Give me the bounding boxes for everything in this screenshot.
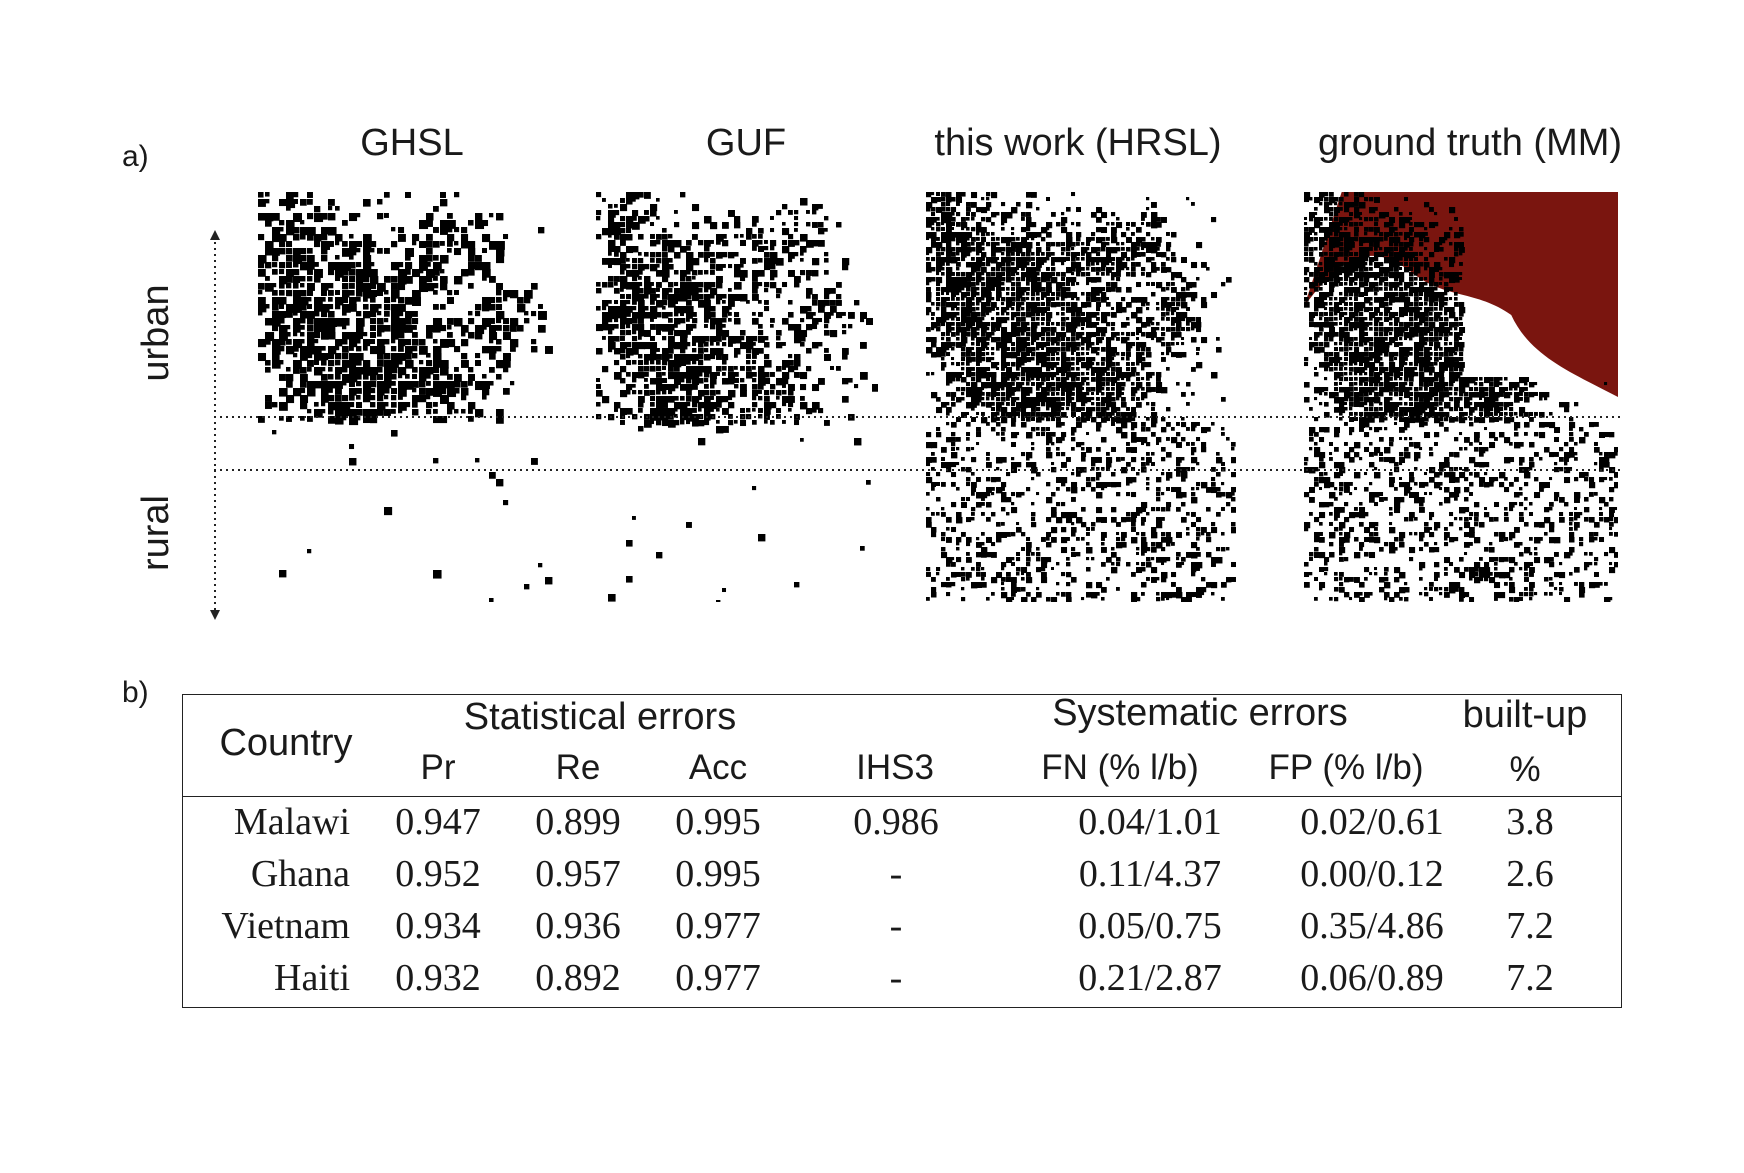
table-header-rule (182, 796, 1622, 797)
cell-ihs3: - (889, 957, 903, 999)
ground-truth-map (1304, 192, 1618, 602)
cell-fn: 0.05/0.75 (1078, 905, 1222, 947)
header-builtup: built-up (1462, 694, 1588, 736)
header-pr: Pr (420, 748, 456, 787)
cell-re: 0.936 (535, 905, 621, 947)
cell-fn: 0.21/2.87 (1078, 957, 1222, 999)
cell-country: Vietnam (221, 905, 350, 947)
cell-re: 0.957 (535, 853, 621, 895)
results-table (182, 694, 1622, 1008)
panel-b-label: b) (122, 676, 149, 709)
cell-fn: 0.11/4.37 (1078, 853, 1222, 895)
cell-ihs3: - (889, 853, 903, 895)
cell-fp: 0.06/0.89 (1300, 957, 1444, 999)
ghsl-map (258, 192, 564, 602)
cell-country: Haiti (274, 957, 350, 999)
cell-fp: 0.35/4.86 (1300, 905, 1444, 947)
urban-boundary-line (214, 416, 1624, 418)
cell-builtup: 2.6 (1506, 853, 1554, 895)
column-title-ground-truth: ground truth (MM) (1317, 122, 1623, 164)
unmapped-region (1304, 192, 1618, 397)
rural-label: rural (135, 494, 177, 572)
cell-builtup: 3.8 (1506, 801, 1554, 843)
cell-builtup: 7.2 (1506, 957, 1554, 999)
header-ihs3: IHS3 (856, 748, 934, 787)
hrsl-map (926, 192, 1236, 602)
urban-label: urban (135, 284, 177, 382)
header-acc: Acc (688, 748, 748, 787)
cell-builtup: 7.2 (1506, 905, 1554, 947)
header-fn: FN (% l/b) (1041, 748, 1199, 787)
header-statistical-errors: Statistical errors (463, 696, 737, 738)
cell-ihs3: - (889, 905, 903, 947)
cell-fp: 0.00/0.12 (1300, 853, 1444, 895)
header-country: Country (219, 722, 353, 764)
panel-a-label: a) (122, 140, 149, 173)
cell-acc: 0.995 (675, 853, 761, 895)
cell-ihs3: 0.986 (853, 801, 939, 843)
cell-country: Malawi (233, 801, 350, 843)
cell-country: Ghana (250, 853, 350, 895)
header-systematic-errors: Systematic errors (1052, 692, 1348, 734)
guf-map (596, 192, 878, 602)
cell-acc: 0.995 (675, 801, 761, 843)
cell-pr: 0.947 (395, 801, 481, 843)
cell-re: 0.892 (535, 957, 621, 999)
cell-pr: 0.934 (395, 905, 481, 947)
header-fp: FP (% l/b) (1268, 748, 1424, 787)
header-percent: % (1509, 750, 1541, 789)
header-re: Re (555, 748, 601, 787)
column-title-ghsl: GHSL (360, 122, 464, 164)
urban-rural-axis (210, 230, 220, 620)
cell-pr: 0.952 (395, 853, 481, 895)
column-title-guf: GUF (705, 122, 787, 164)
cell-re: 0.899 (535, 801, 621, 843)
column-title-hrsl: this work (HRSL) (934, 122, 1222, 164)
rural-boundary-line (214, 469, 1624, 471)
cell-fp: 0.02/0.61 (1300, 801, 1444, 843)
cell-fn: 0.04/1.01 (1078, 801, 1222, 843)
cell-acc: 0.977 (675, 905, 761, 947)
cell-acc: 0.977 (675, 957, 761, 999)
cell-pr: 0.932 (395, 957, 481, 999)
